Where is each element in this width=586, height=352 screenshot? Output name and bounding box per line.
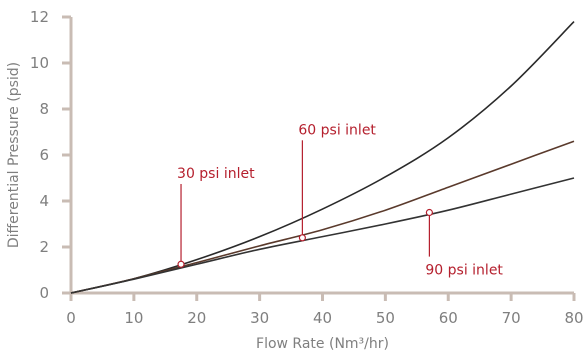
- x-tick-label: 0: [66, 309, 76, 327]
- series-line-1: [70, 21, 575, 294]
- annotation-marker: [425, 208, 433, 217]
- x-tick-label: 20: [187, 309, 206, 327]
- x-tick-label: 10: [124, 309, 143, 327]
- y-tick-label: 10: [30, 54, 49, 72]
- x-tick-label: 50: [376, 309, 395, 327]
- annotation-label: 30 psi inlet: [177, 166, 255, 182]
- axes: 0 2 4 6 8 10 12 0 10 20 30 40 50 60 70 80: [30, 8, 584, 327]
- x-tick-label: 80: [564, 309, 583, 327]
- annotation-marker: [177, 260, 185, 268]
- annotation-marker: [298, 234, 306, 242]
- x-axis-title: Flow Rate (Nm³/hr): [256, 336, 389, 352]
- series-line-3: [70, 177, 575, 294]
- x-tick-label: 30: [250, 309, 269, 327]
- x-tick-label: 40: [313, 309, 332, 327]
- x-tick-label: 70: [502, 309, 521, 327]
- y-tick-label: 0: [39, 284, 49, 302]
- y-tick-label: 12: [30, 8, 49, 26]
- annotation-label: 90 psi inlet: [425, 263, 503, 279]
- y-tick-label: 2: [39, 238, 49, 256]
- y-axis-title: Differential Pressure (psid): [6, 62, 22, 248]
- annotation-layer: 30 psi inlet 60 psi inlet 90 psi inlet: [177, 122, 503, 278]
- series-layer: [70, 21, 575, 294]
- y-tick-label: 6: [39, 146, 49, 164]
- annotation-label: 60 psi inlet: [298, 122, 376, 138]
- y-tick-label: 8: [39, 100, 49, 118]
- y-tick-label: 4: [39, 192, 49, 210]
- x-tick-label: 60: [439, 309, 458, 327]
